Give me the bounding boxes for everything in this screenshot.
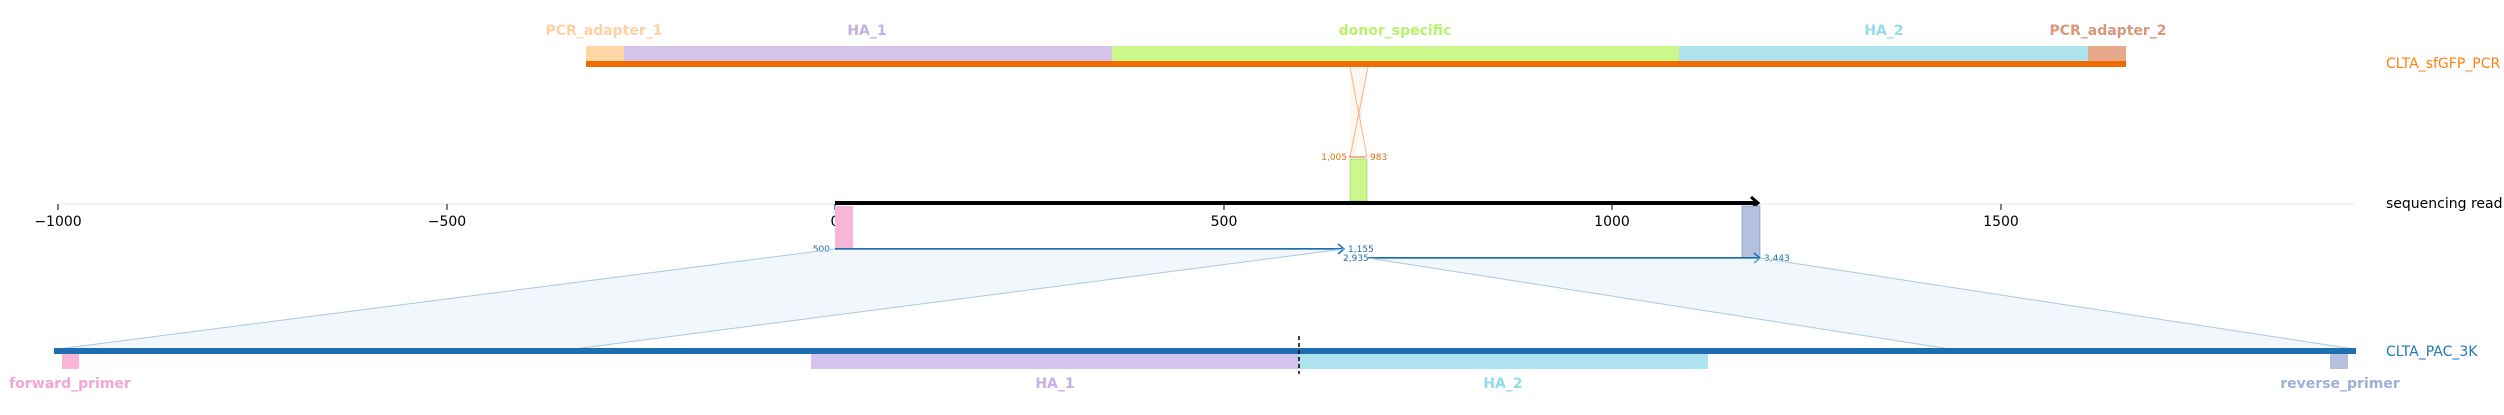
bottom-construct-name: CLTA_PAC_3K — [2386, 344, 2478, 360]
bottom-construct-bar — [54, 348, 2356, 354]
top-feature-label-pcr-adapter-1: PCR_adapter_1 — [545, 23, 662, 39]
bottom-feature-reverse-primer — [2330, 354, 2348, 369]
top-feature-donor-specific — [1112, 46, 1679, 61]
forward-primer-hit — [835, 206, 853, 248]
sequencing-read-track: −1000 −500 0 500 1000 1500 sequencing re… — [34, 195, 2502, 264]
top-feature-label-ha-2: HA_2 — [1864, 23, 1903, 39]
axis-tick-label: −1000 — [34, 214, 81, 230]
top-feature-label-ha-1: HA_1 — [847, 23, 886, 39]
bottom-feature-label-forward-primer: forward_primer — [9, 376, 131, 392]
donor-crossing: 1,005 983 — [1321, 66, 1387, 202]
donor-segment-on-read — [1349, 158, 1368, 202]
axis-tick-label: −500 — [428, 214, 466, 230]
bottom-feature-ha-1 — [811, 354, 1299, 369]
top-feature-pcr-adapter-1 — [586, 46, 624, 61]
donor-label-right: 983 — [1370, 153, 1387, 163]
bottom-feature-label-ha-2: HA_2 — [1483, 376, 1522, 392]
top-feature-ha-2 — [1679, 46, 2088, 61]
top-construct: PCR_adapter_1 HA_1 donor_specific HA_2 P… — [545, 23, 2500, 72]
top-feature-pcr-adapter-2 — [2088, 46, 2126, 61]
axis-tick-label: 500 — [1211, 214, 1238, 230]
donor-label-left: 1,005 — [1321, 153, 1347, 163]
bottom-feature-ha-2 — [1299, 354, 1708, 369]
projection-wedges — [57, 248, 2355, 350]
connector-line — [1349, 66, 1369, 158]
top-feature-label-pcr-adapter-2: PCR_adapter_2 — [2049, 23, 2166, 39]
top-feature-ha-1 — [624, 46, 1112, 61]
top-construct-name: CLTA_sfGFP_PCR — [2386, 56, 2500, 72]
bottom-construct: forward_primer HA_1 HA_2 reverse_primer … — [9, 336, 2478, 392]
bottom-feature-label-reverse-primer: reverse_primer — [2280, 376, 2400, 392]
connector-line — [1367, 257, 1951, 350]
axis-tick-label: 1000 — [1594, 214, 1630, 230]
top-construct-bar — [586, 61, 2126, 67]
connector-line — [1759, 257, 2355, 350]
bottom-feature-label-ha-1: HA_1 — [1035, 376, 1074, 392]
connector-line — [573, 248, 1345, 350]
bottom-feature-forward-primer — [62, 354, 79, 369]
reverse-primer-hit — [1741, 205, 1761, 259]
read-label-first-end: 1,155 — [1348, 245, 1374, 255]
connector-line — [57, 248, 836, 350]
read-label-start: 500 — [813, 245, 830, 255]
axis-tick-label: 1500 — [1983, 214, 2019, 230]
read-label-second-end: 3,443 — [1764, 254, 1790, 264]
read-label-second-start: 2,935 — [1343, 254, 1369, 264]
sequencing-read-name: sequencing read — [2386, 196, 2502, 212]
top-feature-label-donor-specific: donor_specific — [1339, 23, 1452, 39]
